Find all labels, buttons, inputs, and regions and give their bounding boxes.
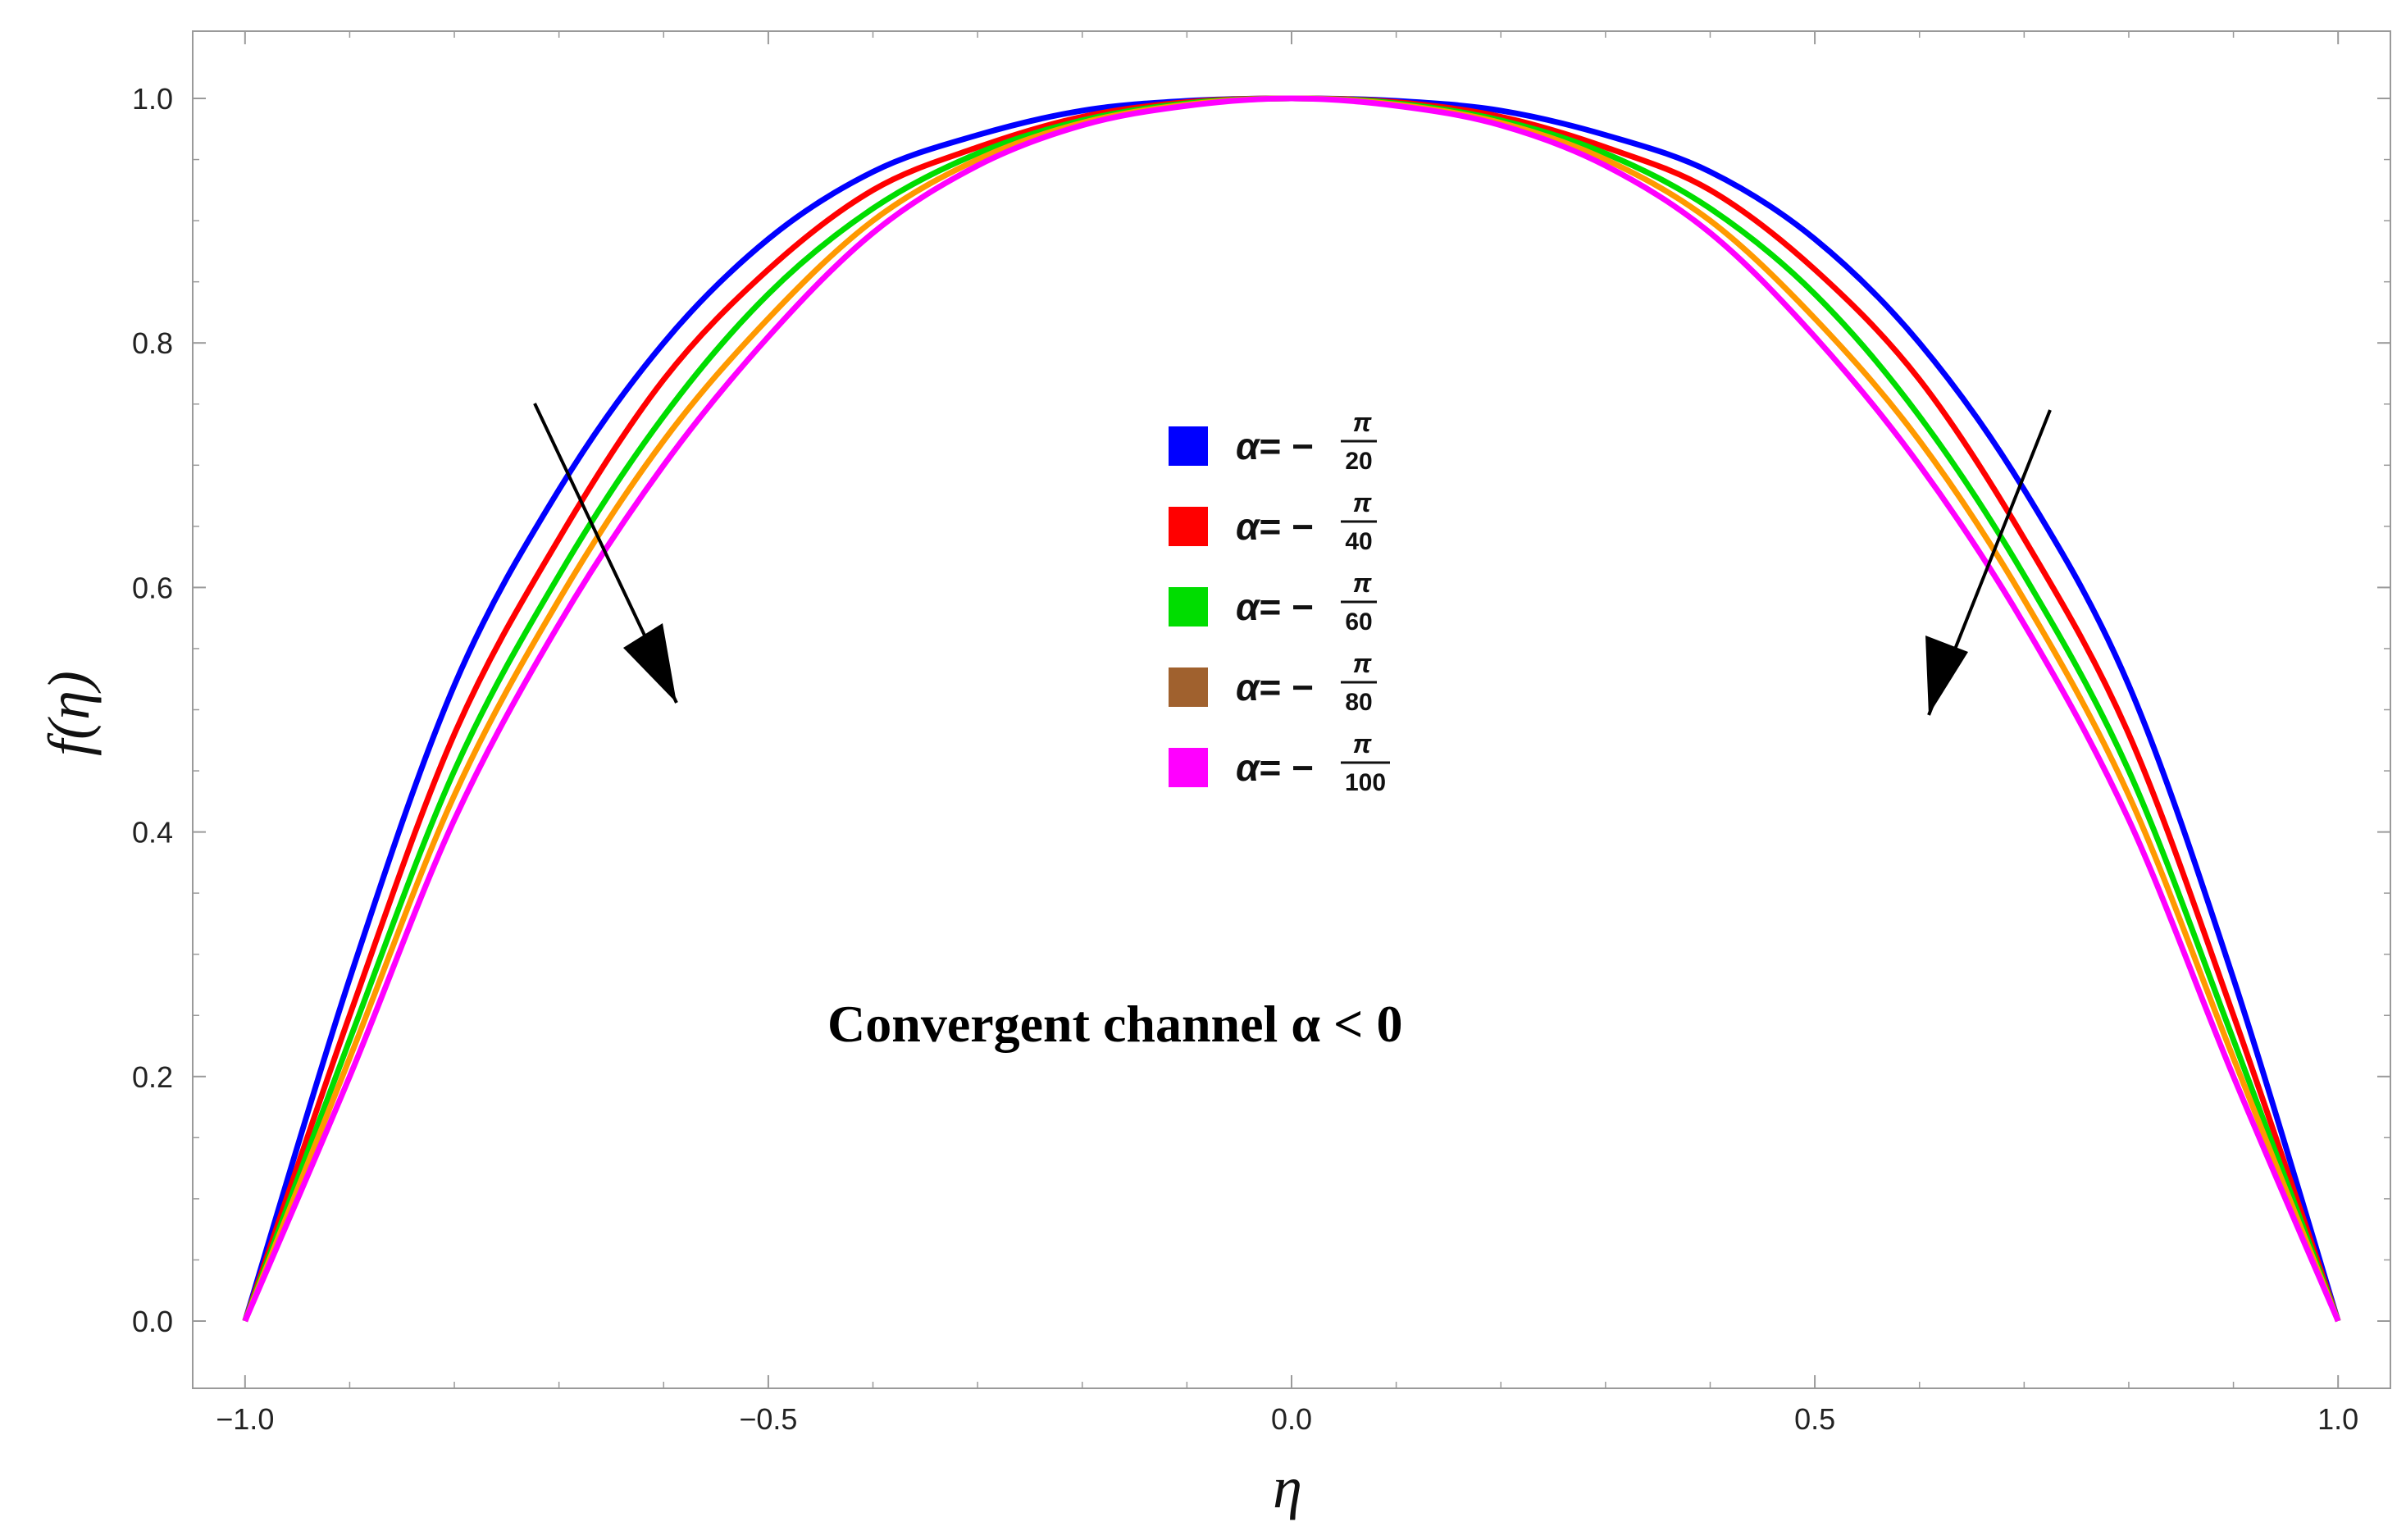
legend-fraction-denominator: 20 xyxy=(1345,448,1372,475)
x-axis-title: η xyxy=(1273,1455,1302,1520)
legend-label-4: α= − xyxy=(1236,666,1314,708)
legend-swatch-1 xyxy=(1169,426,1208,466)
legend-label-3: α= − xyxy=(1236,585,1314,628)
legend-fraction-denominator: 80 xyxy=(1345,689,1372,716)
legend-label-1: α= − xyxy=(1236,425,1314,467)
x-axis-ticks: −1.0 −0.5 0.0 0.5 1.0 xyxy=(216,31,2358,1436)
series-layer xyxy=(242,95,2341,1323)
series-line-3 xyxy=(242,95,2341,1323)
x-tick-label: 0.0 xyxy=(1271,1402,1312,1436)
y-tick-label: 0.4 xyxy=(132,816,173,850)
legend-fraction-numerator: π xyxy=(1353,408,1373,437)
trend-arrow-left-head xyxy=(623,623,677,703)
legend-fraction-numerator: π xyxy=(1353,488,1373,517)
x-tick-label: −1.0 xyxy=(216,1402,274,1436)
y-axis-ticks: 0.0 0.2 0.4 0.6 0.8 1.0 xyxy=(132,82,2390,1338)
legend-fraction-numerator: π xyxy=(1353,649,1373,678)
series-line-5 xyxy=(242,95,2341,1323)
y-tick-label: 0.2 xyxy=(132,1060,173,1094)
trend-arrows xyxy=(533,403,2052,716)
y-tick-label: 1.0 xyxy=(132,82,173,116)
plot-frame xyxy=(192,30,2391,1389)
series-line-2 xyxy=(242,95,2341,1323)
x-tick-label: −0.5 xyxy=(739,1402,797,1436)
y-tick-label: 0.8 xyxy=(132,326,173,360)
x-tick-label: 0.5 xyxy=(1794,1402,1835,1436)
series-line-4 xyxy=(242,95,2341,1323)
y-tick-label: 0.6 xyxy=(132,571,173,604)
legend-fraction-numerator: π xyxy=(1353,729,1373,759)
legend-fraction-denominator: 40 xyxy=(1345,528,1372,555)
y-tick-label: 0.0 xyxy=(132,1305,173,1338)
legend-swatch-5 xyxy=(1169,748,1208,787)
legend-label-2: α= − xyxy=(1236,505,1314,548)
legend-swatch-4 xyxy=(1169,667,1208,707)
x-tick-label: 1.0 xyxy=(2317,1402,2358,1436)
legend-fraction-denominator: 60 xyxy=(1345,608,1372,636)
legend: α= − π 20 α= − π 40 α= − π 60 α= − π 80 α= − π 100 xyxy=(1169,408,1390,796)
y-axis-title: f(η) xyxy=(36,671,102,756)
legend-fraction-denominator: 100 xyxy=(1345,769,1386,796)
legend-fraction-numerator: π xyxy=(1353,568,1373,598)
legend-swatch-3 xyxy=(1169,587,1208,626)
chart-annotation: Convergent channel α < 0 xyxy=(827,995,1403,1053)
trend-arrow-right-head xyxy=(1925,636,1968,715)
series-line-1 xyxy=(242,95,2341,1323)
legend-label-5: α= − xyxy=(1236,746,1314,789)
legend-swatch-2 xyxy=(1169,507,1208,546)
